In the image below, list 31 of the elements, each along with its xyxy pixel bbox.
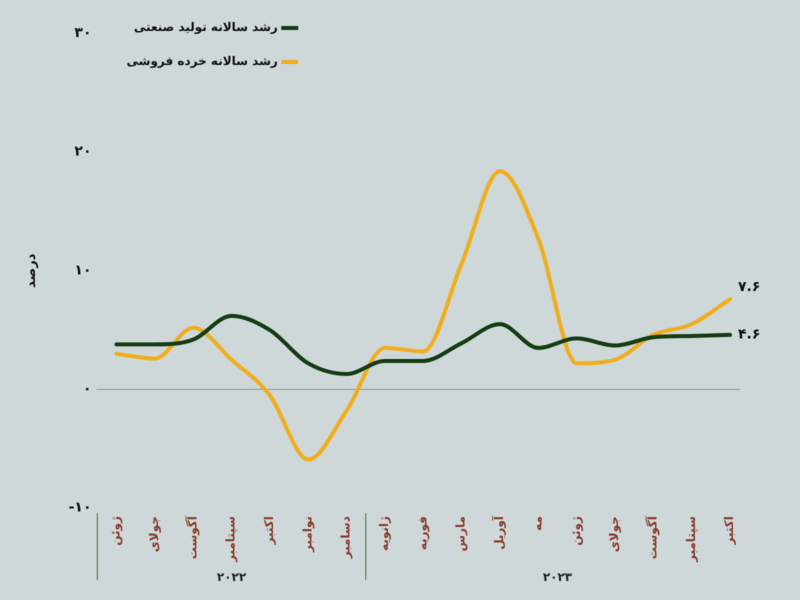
x-tick-label: اکتبر [262,516,276,546]
y-tick-label: ۲۰ [74,144,92,160]
x-tick-label: اکتبر [722,516,736,546]
x-tick-label: آگوست [184,515,200,560]
x-tick-label: دسامبر [338,516,353,560]
text: ۲۰۲۲ [216,570,247,584]
y-axis-title: درصد [24,253,40,288]
x-tick-label: مه [530,516,544,531]
x-tick-label: فوریه [415,516,430,550]
legend-label: رشد سالانه خرده فروشی [126,54,278,68]
x-tick-label: آوریل [491,515,506,550]
data-label: ۷.۶ [738,278,760,295]
y-tick-label: ۱۰ [74,262,92,278]
x-tick-label: ژوئن [568,516,583,546]
y-tick-label: ۰ [82,381,92,398]
y-tick-label: -۱۰ [68,500,92,516]
x-tick-label: سپتامبر [684,516,698,564]
text: ۲۰۲۳ [542,570,573,584]
x-tick-label: نوامبر [300,516,314,554]
x-tick-label: جولای [607,516,622,552]
y-tick-label: ۳۰ [74,25,92,42]
x-tick-label: ژوئن [108,516,123,546]
data-label: ۴.۶ [738,326,760,342]
x-tick-label: ژانویه [377,516,392,551]
legend-label: رشد سالانه تولید صنعتی [134,20,278,34]
x-tick-label: جولای [146,516,161,552]
x-tick-label: سپتامبر [224,516,238,564]
line-series [114,314,732,376]
x-tick-label: آگوست [644,515,660,560]
line-series [114,169,732,462]
x-tick-label: مارس [454,516,468,552]
